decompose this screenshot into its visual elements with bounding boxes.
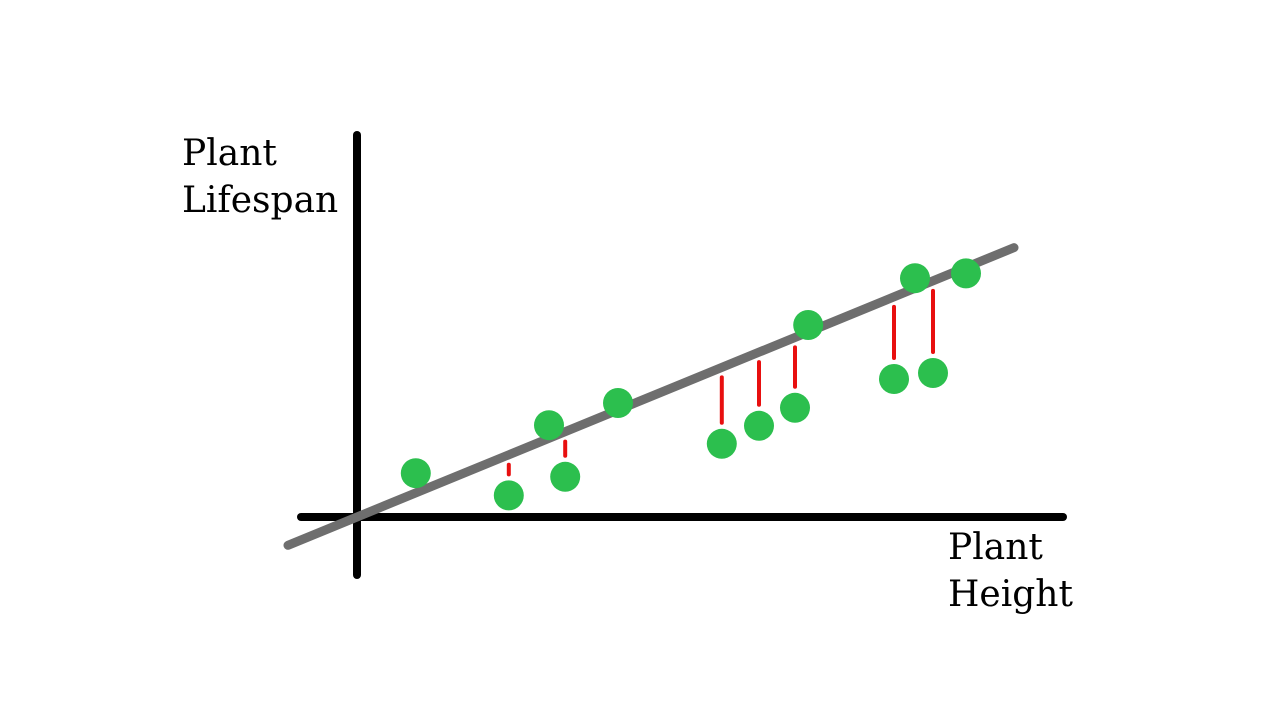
data-point-4 <box>550 461 581 492</box>
data-point-9 <box>793 310 824 340</box>
data-point-11 <box>900 263 930 294</box>
y-axis-label-line-1: Plant <box>182 133 277 174</box>
y-axis-label: Plant Lifespan <box>182 133 338 221</box>
data-point-5 <box>603 388 633 418</box>
x-axis-label: Plant Height <box>948 527 1073 615</box>
data-point-3 <box>534 410 564 441</box>
data-point-7 <box>744 410 774 441</box>
data-point-13 <box>951 258 981 289</box>
data-point-8 <box>780 392 810 423</box>
x-axis-label-line-2: Height <box>948 574 1073 615</box>
y-axis-label-line-2: Lifespan <box>182 180 338 221</box>
residual-lines <box>506 288 935 477</box>
axes <box>297 131 1067 579</box>
regression-line <box>283 243 1019 550</box>
data-point-1 <box>400 458 431 489</box>
data-point-6 <box>706 428 737 459</box>
data-point-2 <box>493 480 524 511</box>
x-axis-label-line-1: Plant <box>948 527 1043 568</box>
data-point-12 <box>918 358 948 388</box>
data-point-10 <box>879 364 909 394</box>
data-points <box>400 258 981 511</box>
